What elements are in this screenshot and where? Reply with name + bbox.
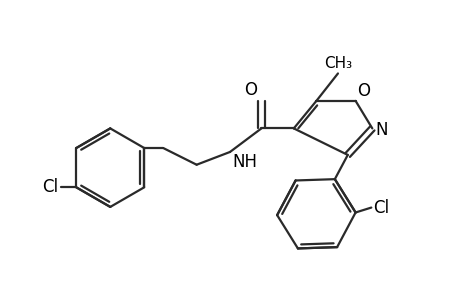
Text: NH: NH (231, 153, 257, 171)
Text: N: N (375, 122, 387, 140)
Text: CH₃: CH₃ (323, 56, 351, 70)
Text: Cl: Cl (42, 178, 58, 196)
Text: O: O (357, 82, 370, 100)
Text: O: O (244, 81, 257, 99)
Text: Cl: Cl (372, 199, 389, 217)
